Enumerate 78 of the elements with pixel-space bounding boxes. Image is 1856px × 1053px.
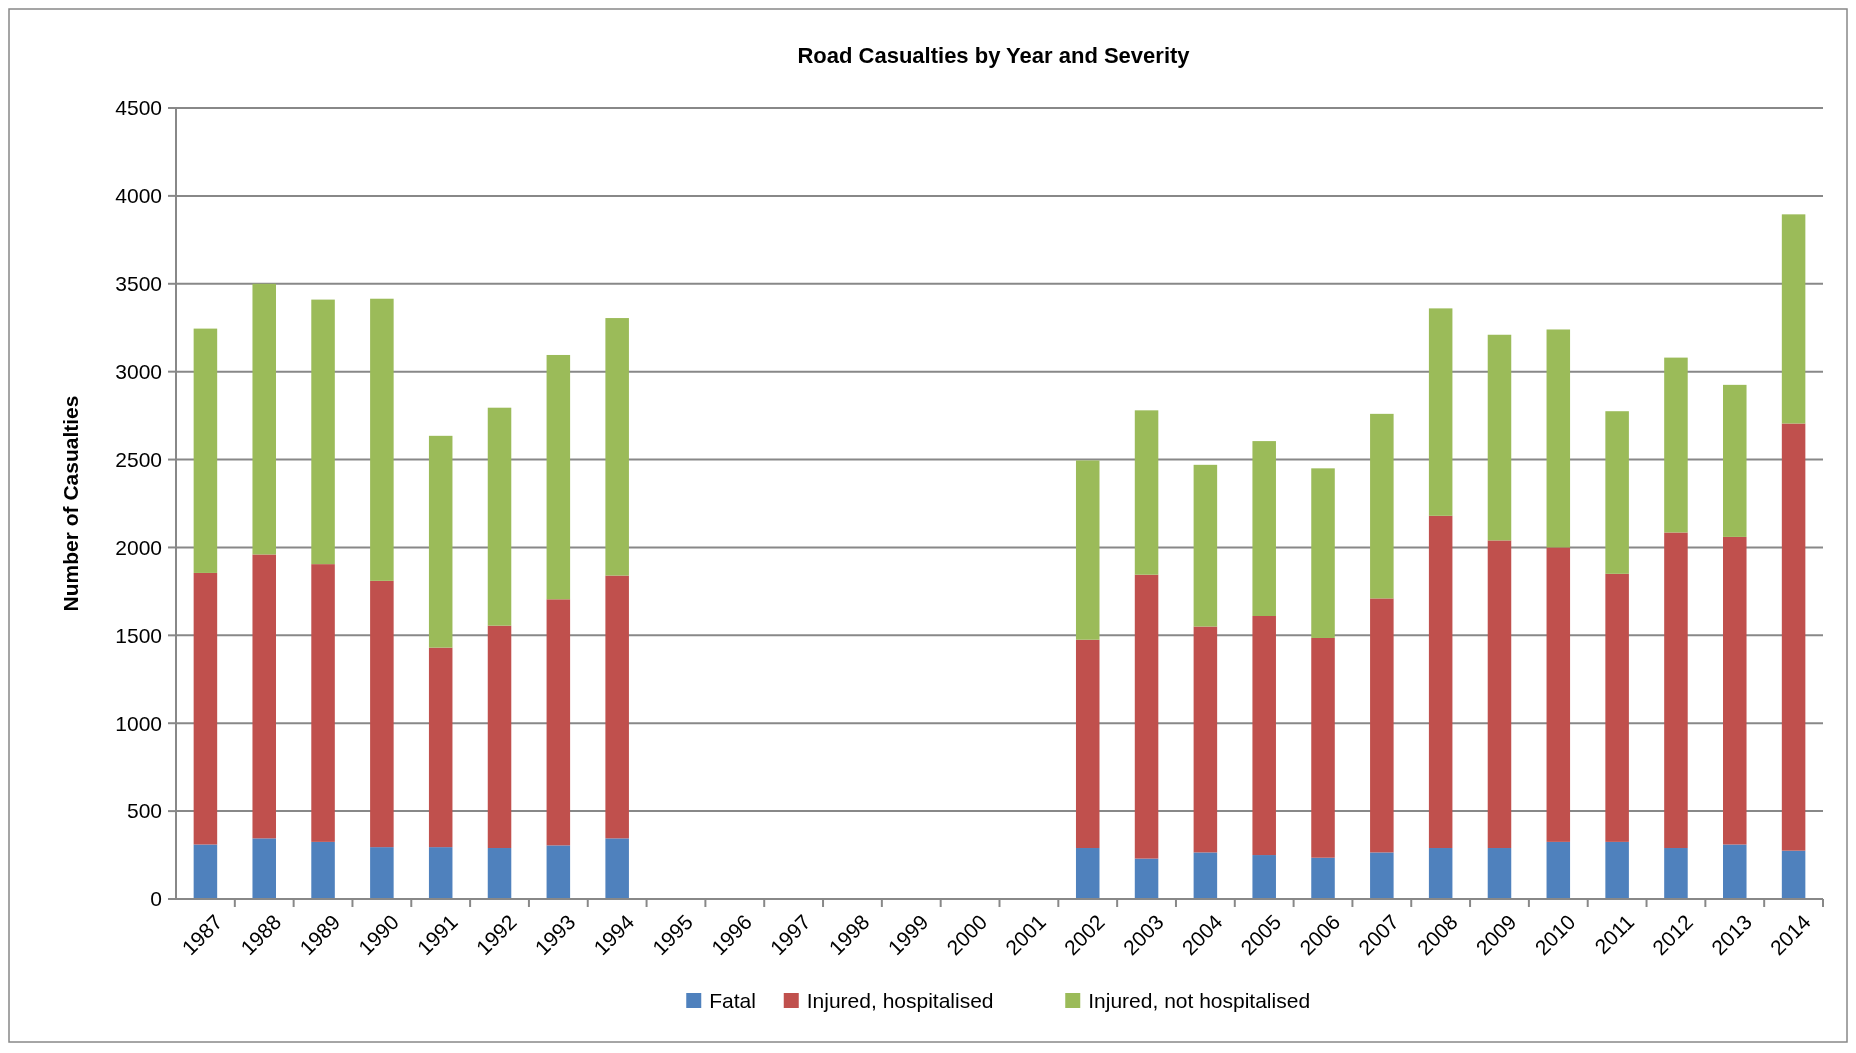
bar <box>1428 308 1453 516</box>
chart-title: Road Casualties by Year and Severity <box>797 43 1191 68</box>
bar <box>1723 384 1747 537</box>
bar <box>546 845 571 899</box>
bar <box>605 318 629 576</box>
bar <box>1605 841 1629 899</box>
bar <box>1487 848 1512 899</box>
bar <box>1075 639 1100 849</box>
bar <box>311 841 335 899</box>
bar <box>1605 411 1629 574</box>
bar <box>1311 468 1335 638</box>
bar <box>1134 410 1159 575</box>
bar <box>487 407 512 626</box>
y-axis-title: Number of Casualties <box>59 395 82 612</box>
bar <box>1075 460 1100 640</box>
bar <box>428 435 453 648</box>
bar <box>1193 464 1218 627</box>
bar <box>1134 858 1159 899</box>
bar <box>1664 357 1688 533</box>
y-tick-label: 500 <box>126 799 162 823</box>
bar <box>193 328 218 573</box>
bar <box>370 298 394 581</box>
bar <box>1546 329 1571 548</box>
y-tick-label: 4000 <box>115 184 162 208</box>
bar <box>252 838 276 899</box>
bar <box>311 564 335 842</box>
legend-label: Injured, hospitalised <box>806 989 994 1013</box>
legend-label: Injured, not hospitalised <box>1088 989 1311 1013</box>
legend-label: Fatal <box>709 989 756 1013</box>
bar <box>1252 441 1276 616</box>
bar <box>1546 841 1571 899</box>
bar <box>1075 848 1100 899</box>
bar <box>1723 844 1747 899</box>
bar <box>1605 573 1629 842</box>
bar <box>546 354 571 600</box>
bar <box>1370 852 1394 899</box>
y-tick-label: 4500 <box>115 96 162 120</box>
y-tick-label: 1500 <box>115 623 162 647</box>
bar <box>605 575 629 839</box>
bar <box>1487 334 1512 541</box>
y-tick-label: 1000 <box>115 711 162 735</box>
bar <box>487 625 512 849</box>
bar <box>1193 626 1218 853</box>
bar <box>193 572 218 845</box>
bar <box>1487 540 1512 849</box>
bar <box>546 599 571 846</box>
bar <box>370 580 394 848</box>
bar <box>1664 532 1688 849</box>
bar <box>428 647 453 848</box>
bar <box>1370 413 1394 599</box>
bar <box>311 299 335 565</box>
bar <box>1428 848 1453 899</box>
bar <box>1311 637 1335 858</box>
bar <box>1252 855 1276 899</box>
y-tick-label: 3000 <box>115 360 162 384</box>
bar <box>1193 852 1218 899</box>
bar <box>1781 423 1806 851</box>
bar <box>487 848 512 899</box>
y-tick-label: 2500 <box>115 447 162 471</box>
bar <box>605 838 629 899</box>
bar <box>1134 574 1159 859</box>
bar <box>193 844 218 899</box>
bar <box>1781 850 1806 899</box>
y-tick-label: 2000 <box>115 535 162 559</box>
bar <box>370 847 394 899</box>
bar <box>1723 536 1747 845</box>
bar <box>1781 214 1806 424</box>
bar <box>252 283 276 555</box>
bar <box>1370 598 1394 853</box>
bar <box>1428 515 1453 849</box>
bar <box>1311 857 1335 899</box>
bar <box>252 554 276 839</box>
y-tick-label: 3500 <box>115 272 162 296</box>
bar <box>1664 848 1688 899</box>
bar <box>1546 547 1571 842</box>
bar <box>1252 616 1276 856</box>
y-tick-label: 0 <box>150 887 162 911</box>
bar <box>428 847 453 899</box>
